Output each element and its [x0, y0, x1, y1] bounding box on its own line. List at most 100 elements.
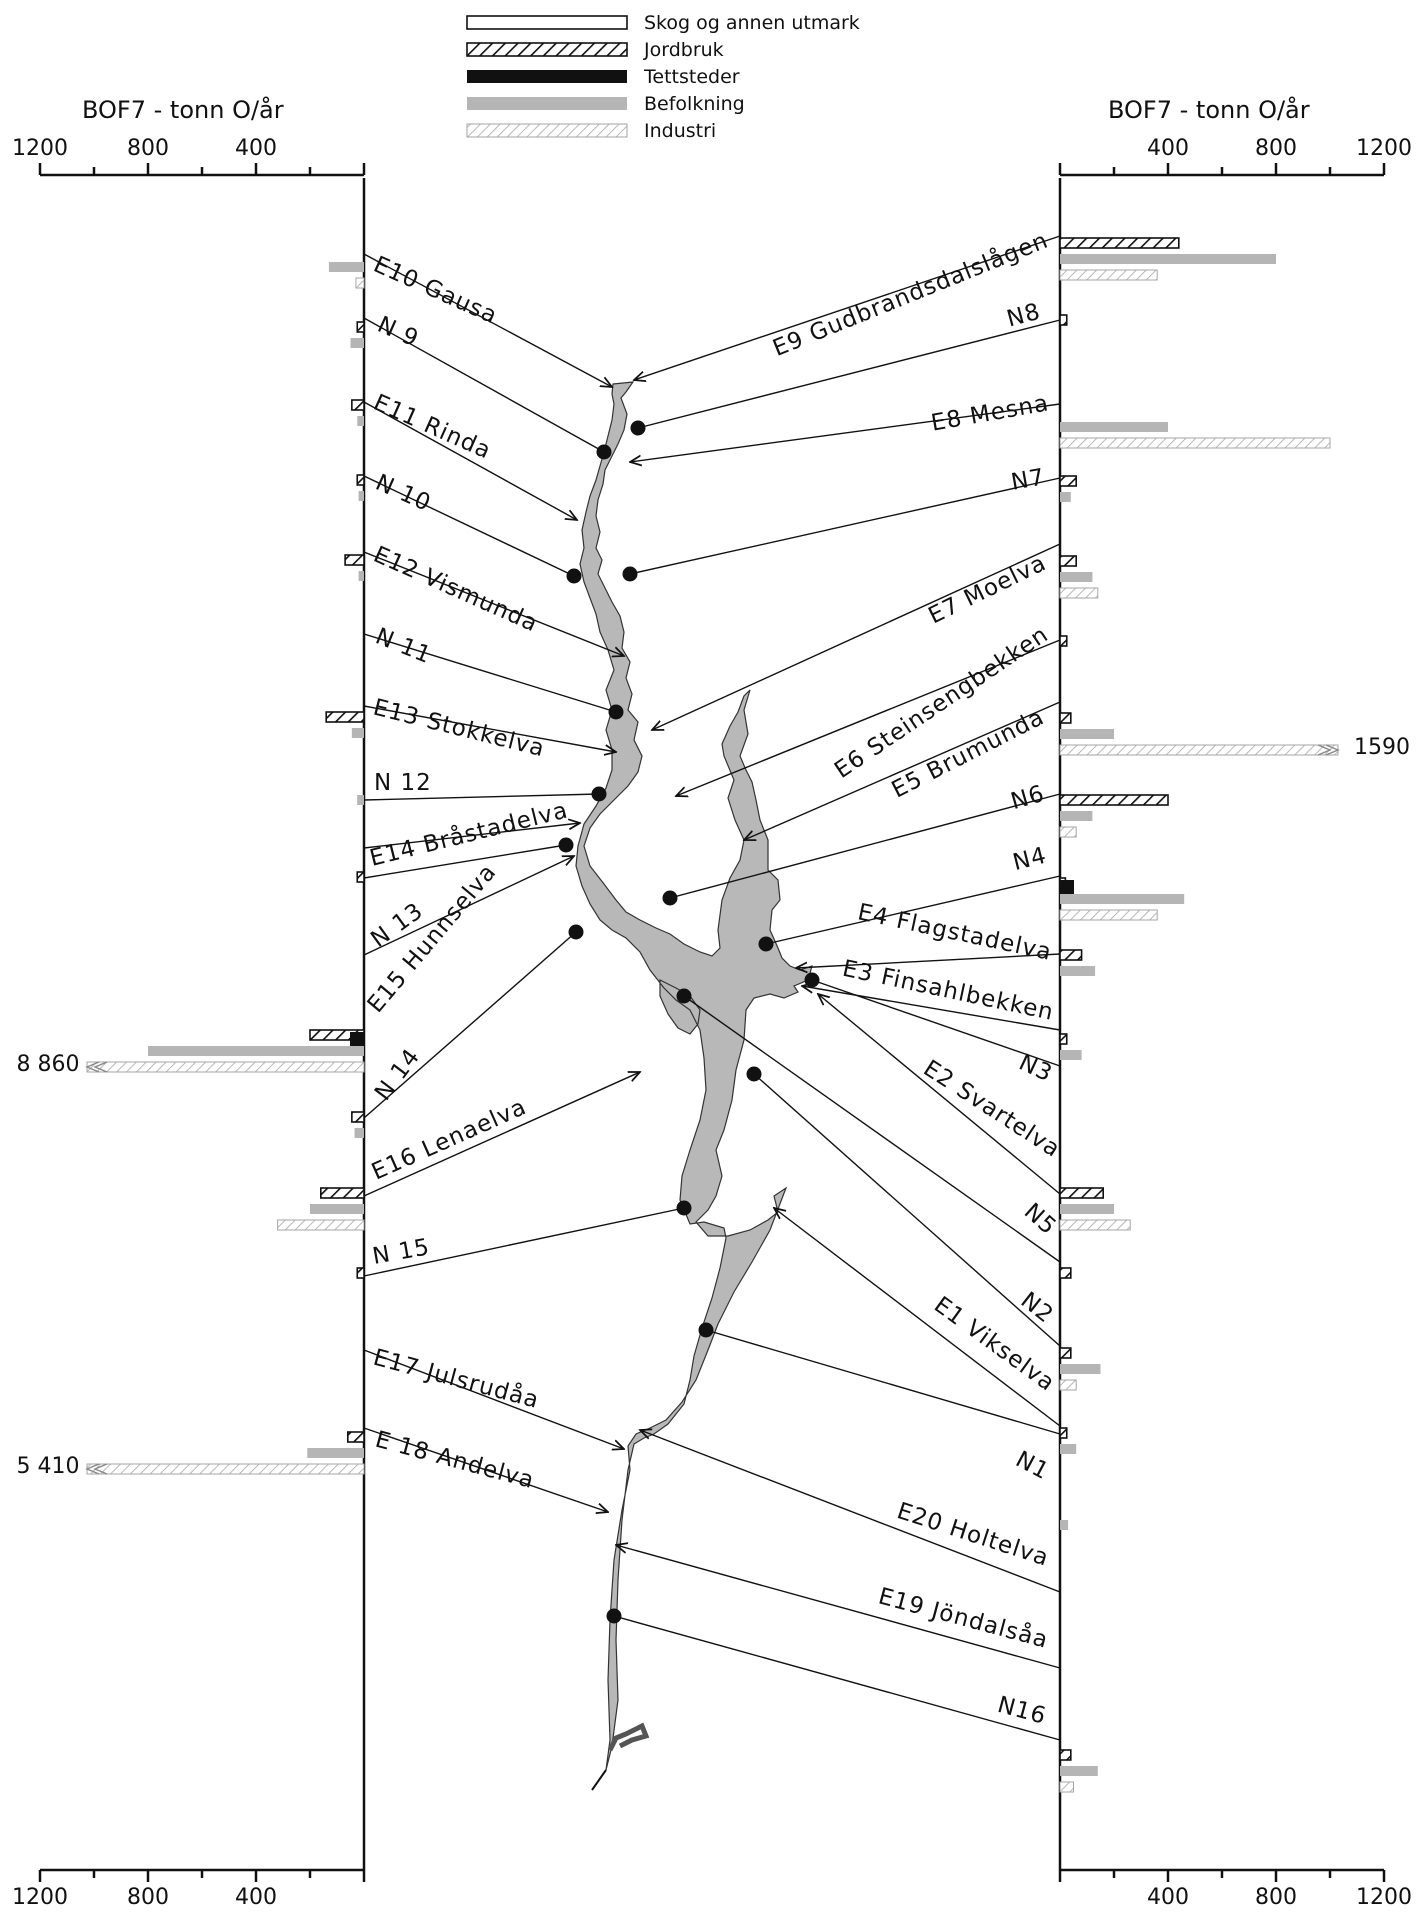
bar-jord: [356, 474, 365, 486]
bar-ind: [277, 1219, 365, 1231]
leader-right-16: [705, 1329, 1061, 1435]
leader-right-8: [765, 875, 1061, 945]
station-dot: [591, 786, 607, 802]
station-dot: [746, 1066, 762, 1082]
station-dot: [758, 936, 774, 952]
left-tick-label: 1200: [12, 1885, 68, 1910]
station-label-right-17: E20 Holtelva: [894, 1498, 1052, 1572]
bar-bef: [1060, 1444, 1077, 1454]
station-dot: [568, 924, 584, 940]
station-label-right-13: N5: [1019, 1198, 1062, 1240]
leader-right-0: [634, 235, 1061, 380]
left-tick-label: 800: [127, 1885, 169, 1910]
station-label-left-6: E13 Stokkelva: [371, 695, 548, 763]
leader-left-6: [363, 705, 616, 752]
bar-ind: [1059, 826, 1077, 838]
right-tick-label: 1200: [1356, 1885, 1412, 1910]
leader-left-2: [363, 401, 577, 520]
station-dot: [622, 566, 638, 582]
legend-label-skog: Skog og annen utmark: [644, 12, 860, 34]
station-label-left-12: E16 Lenaelva: [368, 1094, 531, 1186]
station-label-right-4: E7 Moelva: [925, 550, 1051, 629]
legend-swatch-bef: [467, 97, 627, 110]
axes: 1200 800 400 400 800 1200 1200 800 400 400 800 1200: [12, 136, 1412, 1910]
leader-left-11: [363, 931, 577, 1119]
legend-label-tett: Tettsteder: [643, 66, 740, 88]
station-dot: [630, 420, 646, 436]
bar-bef: [1060, 254, 1276, 264]
bar-jord: [1059, 712, 1072, 724]
station-label-right-2: E8 Mesna: [929, 390, 1051, 436]
bar-bef: [1060, 729, 1114, 739]
bar-jord: [346, 1431, 365, 1443]
bar-overflow-value: 5 410: [17, 1454, 80, 1479]
bar-ind: [1059, 1219, 1131, 1231]
leader-right-17: [640, 1430, 1061, 1593]
left-tick-label: 1200: [12, 136, 68, 161]
bar-jord: [1059, 1347, 1072, 1359]
bar-overflow-value: 1590: [1354, 735, 1410, 760]
leader-right-5: [676, 639, 1061, 796]
lake-mjosa: [575, 381, 813, 1771]
bar-jord: [1059, 555, 1078, 567]
station-points: [558, 420, 820, 1624]
bar-jord: [1059, 949, 1083, 961]
leader-lines: [363, 235, 1061, 1741]
bar-ind: [1059, 1781, 1074, 1793]
bar-bef: [1060, 894, 1185, 904]
leader-left-9: [363, 844, 567, 879]
bar-bef: [1060, 811, 1093, 821]
left-axis-title: BOF7 - tonn O/år: [82, 95, 284, 124]
station-label-right-7: N6: [1008, 781, 1048, 815]
bar-jord: [1059, 314, 1068, 326]
bar-jord: [1059, 1187, 1105, 1199]
bar-jord: [356, 871, 365, 883]
bar-jord: [1059, 1267, 1072, 1279]
leader-left-5: [363, 633, 617, 713]
legend-swatch-skog: [466, 15, 628, 30]
bar-bef: [357, 416, 364, 426]
bar-break-marker: [1317, 744, 1340, 756]
leader-right-18: [616, 1545, 1061, 1669]
leader-right-11: [811, 979, 1061, 1067]
station-label-right-1: N8: [1004, 299, 1043, 333]
bar-jord: [1059, 237, 1180, 249]
station-dot: [558, 837, 574, 853]
right-tick-label: 400: [1147, 1885, 1189, 1910]
bar-ind: [86, 1061, 365, 1073]
bar-ind: [1059, 1379, 1077, 1391]
leader-left-8: [363, 823, 580, 849]
bar-bef: [1060, 1204, 1114, 1214]
leader-right-10: [802, 986, 1061, 1031]
bar-tett: [350, 1032, 364, 1046]
bar-bef: [350, 338, 364, 348]
bar-ind: [355, 277, 365, 289]
legend-label-ind: Industri: [644, 120, 716, 142]
bar-bef: [1060, 572, 1093, 582]
right-tick-label: 400: [1147, 136, 1189, 161]
legend-swatch-tett: [467, 70, 627, 83]
right-tick-label: 800: [1255, 136, 1297, 161]
station-label-right-3: N7: [1009, 464, 1047, 495]
bar-jord: [1059, 1427, 1068, 1439]
legend-swatch-jord: [466, 42, 628, 57]
bar-break-marker: [85, 1463, 108, 1475]
bar-ind: [1059, 587, 1099, 599]
leader-right-2: [630, 403, 1061, 462]
bar-break-marker: [85, 1061, 108, 1073]
bar-bef: [148, 1046, 364, 1056]
bar-jord: [319, 1187, 365, 1199]
leader-right-7: [669, 793, 1061, 899]
left-tick-label: 400: [235, 1885, 277, 1910]
bar-bef: [354, 1128, 364, 1138]
bar-jord: [344, 554, 365, 566]
right-axis-title: BOF7 - tonn O/år: [1108, 95, 1310, 124]
bar-bef: [1060, 1520, 1069, 1530]
bar-bef: [1060, 1050, 1082, 1060]
leader-left-15: [363, 1427, 608, 1512]
bar-ind: [1059, 269, 1158, 281]
bar-bef: [1060, 422, 1168, 432]
bar-bef: [1060, 1364, 1101, 1374]
lake-outlet: [591, 1769, 607, 1791]
